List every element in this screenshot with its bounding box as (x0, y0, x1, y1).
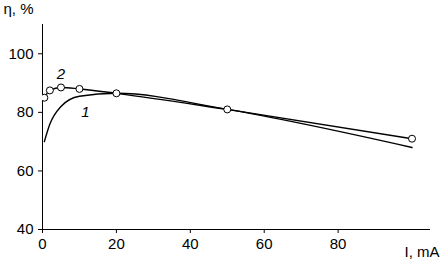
svg-text:100: 100 (8, 45, 33, 62)
svg-text:60: 60 (256, 235, 273, 252)
svg-text:η, %: η, % (4, 0, 34, 17)
svg-text:I, mA: I, mA (404, 243, 439, 259)
svg-text:1: 1 (81, 103, 89, 120)
svg-text:40: 40 (182, 235, 199, 252)
svg-text:20: 20 (108, 235, 125, 252)
svg-text:0: 0 (38, 235, 46, 252)
svg-text:2: 2 (56, 65, 66, 82)
svg-text:60: 60 (17, 162, 34, 179)
svg-text:80: 80 (330, 235, 347, 252)
svg-text:40: 40 (17, 220, 34, 237)
svg-text:80: 80 (17, 103, 34, 120)
